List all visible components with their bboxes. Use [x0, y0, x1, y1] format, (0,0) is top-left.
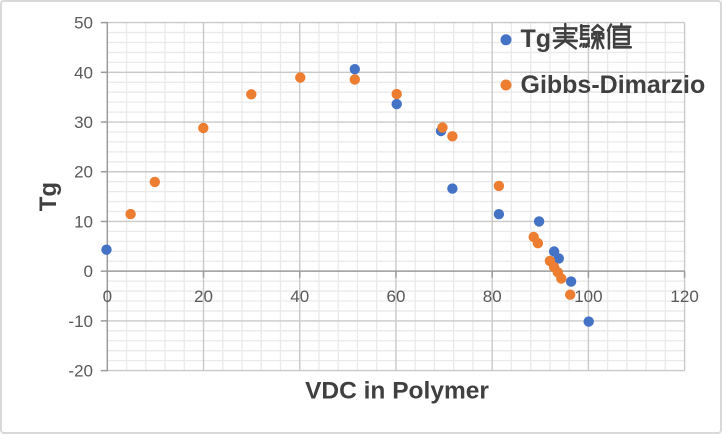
svg-text:20: 20 [74, 163, 93, 182]
svg-text:60: 60 [387, 287, 406, 306]
svg-text:50: 50 [74, 14, 93, 33]
svg-text:40: 40 [74, 63, 93, 82]
svg-text:-10: -10 [68, 312, 93, 331]
svg-text:VDC in Polymer: VDC in Polymer [305, 378, 489, 405]
svg-text:-20: -20 [68, 362, 93, 381]
svg-text:0: 0 [103, 287, 112, 306]
svg-text:Gibbs-Dimarzio: Gibbs-Dimarzio [521, 71, 706, 99]
svg-text:Tg: Tg [35, 182, 62, 211]
svg-text:120: 120 [670, 287, 698, 306]
svg-text:0: 0 [84, 262, 93, 281]
svg-text:100: 100 [574, 287, 602, 306]
svg-text:Tg: Tg [521, 25, 552, 53]
svg-text:30: 30 [74, 113, 93, 132]
svg-text:10: 10 [74, 213, 93, 232]
svg-text:20: 20 [194, 287, 213, 306]
svg-text:40: 40 [290, 287, 309, 306]
svg-text:80: 80 [483, 287, 502, 306]
